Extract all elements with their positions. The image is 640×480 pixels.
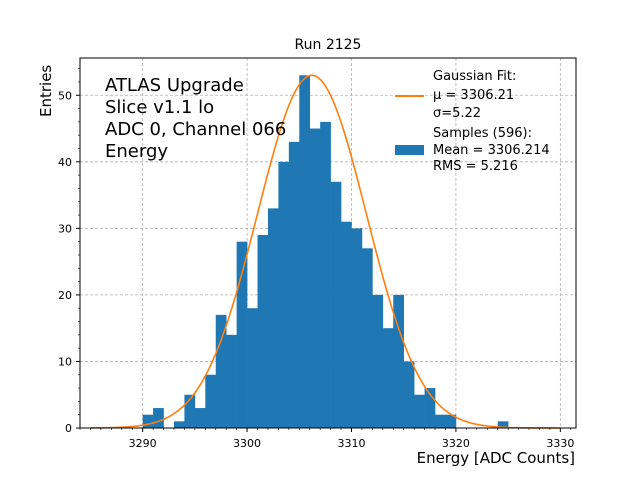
legend-samples-rms: RMS = 5.216 bbox=[433, 159, 518, 174]
histogram-bar bbox=[330, 181, 342, 428]
histogram-bar bbox=[184, 394, 196, 428]
y-axis-label: Entries bbox=[37, 65, 55, 117]
legend-samples-swatch bbox=[395, 145, 424, 155]
histogram-bar bbox=[372, 294, 384, 428]
histogram-bar bbox=[236, 241, 248, 428]
axis-ticks: 3290 3300 3310 3320 3330 0 10 20 30 40 50 bbox=[58, 68, 574, 450]
histogram-bar bbox=[288, 141, 300, 428]
legend: Gaussian Fit: μ = 3306.21 σ=5.22 Samples… bbox=[395, 69, 550, 174]
gaussian-fit-curve bbox=[90, 74, 561, 429]
chart-title: Run 2125 bbox=[295, 37, 362, 53]
histogram-bar bbox=[173, 421, 185, 428]
x-axis-label: Energy [ADC Counts] bbox=[417, 449, 575, 467]
legend-fit-title: Gaussian Fit: bbox=[433, 69, 516, 84]
annotation-line-1: ATLAS Upgrade bbox=[105, 75, 244, 96]
y-tick-label: 0 bbox=[65, 422, 72, 435]
histogram-bar bbox=[341, 221, 352, 428]
x-tick-label: 3330 bbox=[546, 437, 574, 450]
histogram-bar bbox=[382, 328, 394, 428]
y-tick-label: 20 bbox=[58, 289, 72, 302]
legend-fit-sigma: σ=5.22 bbox=[433, 106, 481, 121]
histogram-bar bbox=[267, 208, 279, 428]
histogram-bar bbox=[309, 128, 321, 429]
histogram-bar bbox=[361, 248, 373, 428]
histogram-bar bbox=[153, 408, 164, 428]
histogram-bar bbox=[351, 228, 363, 428]
histogram-bar bbox=[393, 294, 405, 428]
legend-fit-mu: μ = 3306.21 bbox=[433, 88, 514, 103]
histogram-bars bbox=[142, 75, 509, 429]
x-tick-label: 3300 bbox=[233, 437, 261, 450]
x-tick-label: 3290 bbox=[129, 437, 157, 450]
histogram-bar bbox=[445, 414, 457, 428]
histogram-bar bbox=[278, 161, 290, 429]
histogram-bar bbox=[142, 414, 154, 428]
plot-border bbox=[79, 57, 577, 429]
y-tick-label: 40 bbox=[58, 156, 72, 169]
histogram-bar bbox=[205, 374, 217, 428]
annotation-line-2: Slice v1.1 lo bbox=[105, 97, 214, 118]
x-tick-label: 3310 bbox=[337, 437, 365, 450]
histogram-bar bbox=[414, 394, 425, 428]
histogram-bar bbox=[299, 75, 311, 428]
histogram-bar bbox=[257, 235, 269, 428]
y-tick-label: 10 bbox=[58, 355, 72, 368]
x-tick-label: 3320 bbox=[442, 437, 470, 450]
histogram-bar bbox=[194, 408, 206, 428]
annotation-line-4: Energy bbox=[105, 141, 168, 162]
legend-samples-mean: Mean = 3306.214 bbox=[433, 143, 550, 158]
annotation-block: ATLAS Upgrade Slice v1.1 lo ADC 0, Chann… bbox=[105, 75, 286, 162]
histogram-bar bbox=[247, 308, 258, 428]
histogram-bar bbox=[320, 121, 331, 429]
histogram-bar bbox=[424, 388, 436, 428]
y-tick-label: 50 bbox=[58, 89, 72, 102]
annotation-line-3: ADC 0, Channel 066 bbox=[105, 119, 286, 140]
histogram-bar bbox=[215, 314, 227, 428]
legend-samples-title: Samples (596): bbox=[433, 126, 532, 141]
histogram-bar bbox=[435, 414, 446, 428]
histogram-bar bbox=[226, 334, 237, 428]
histogram-bar bbox=[403, 361, 415, 428]
y-tick-label: 30 bbox=[58, 222, 72, 235]
histogram-bar bbox=[497, 421, 509, 428]
